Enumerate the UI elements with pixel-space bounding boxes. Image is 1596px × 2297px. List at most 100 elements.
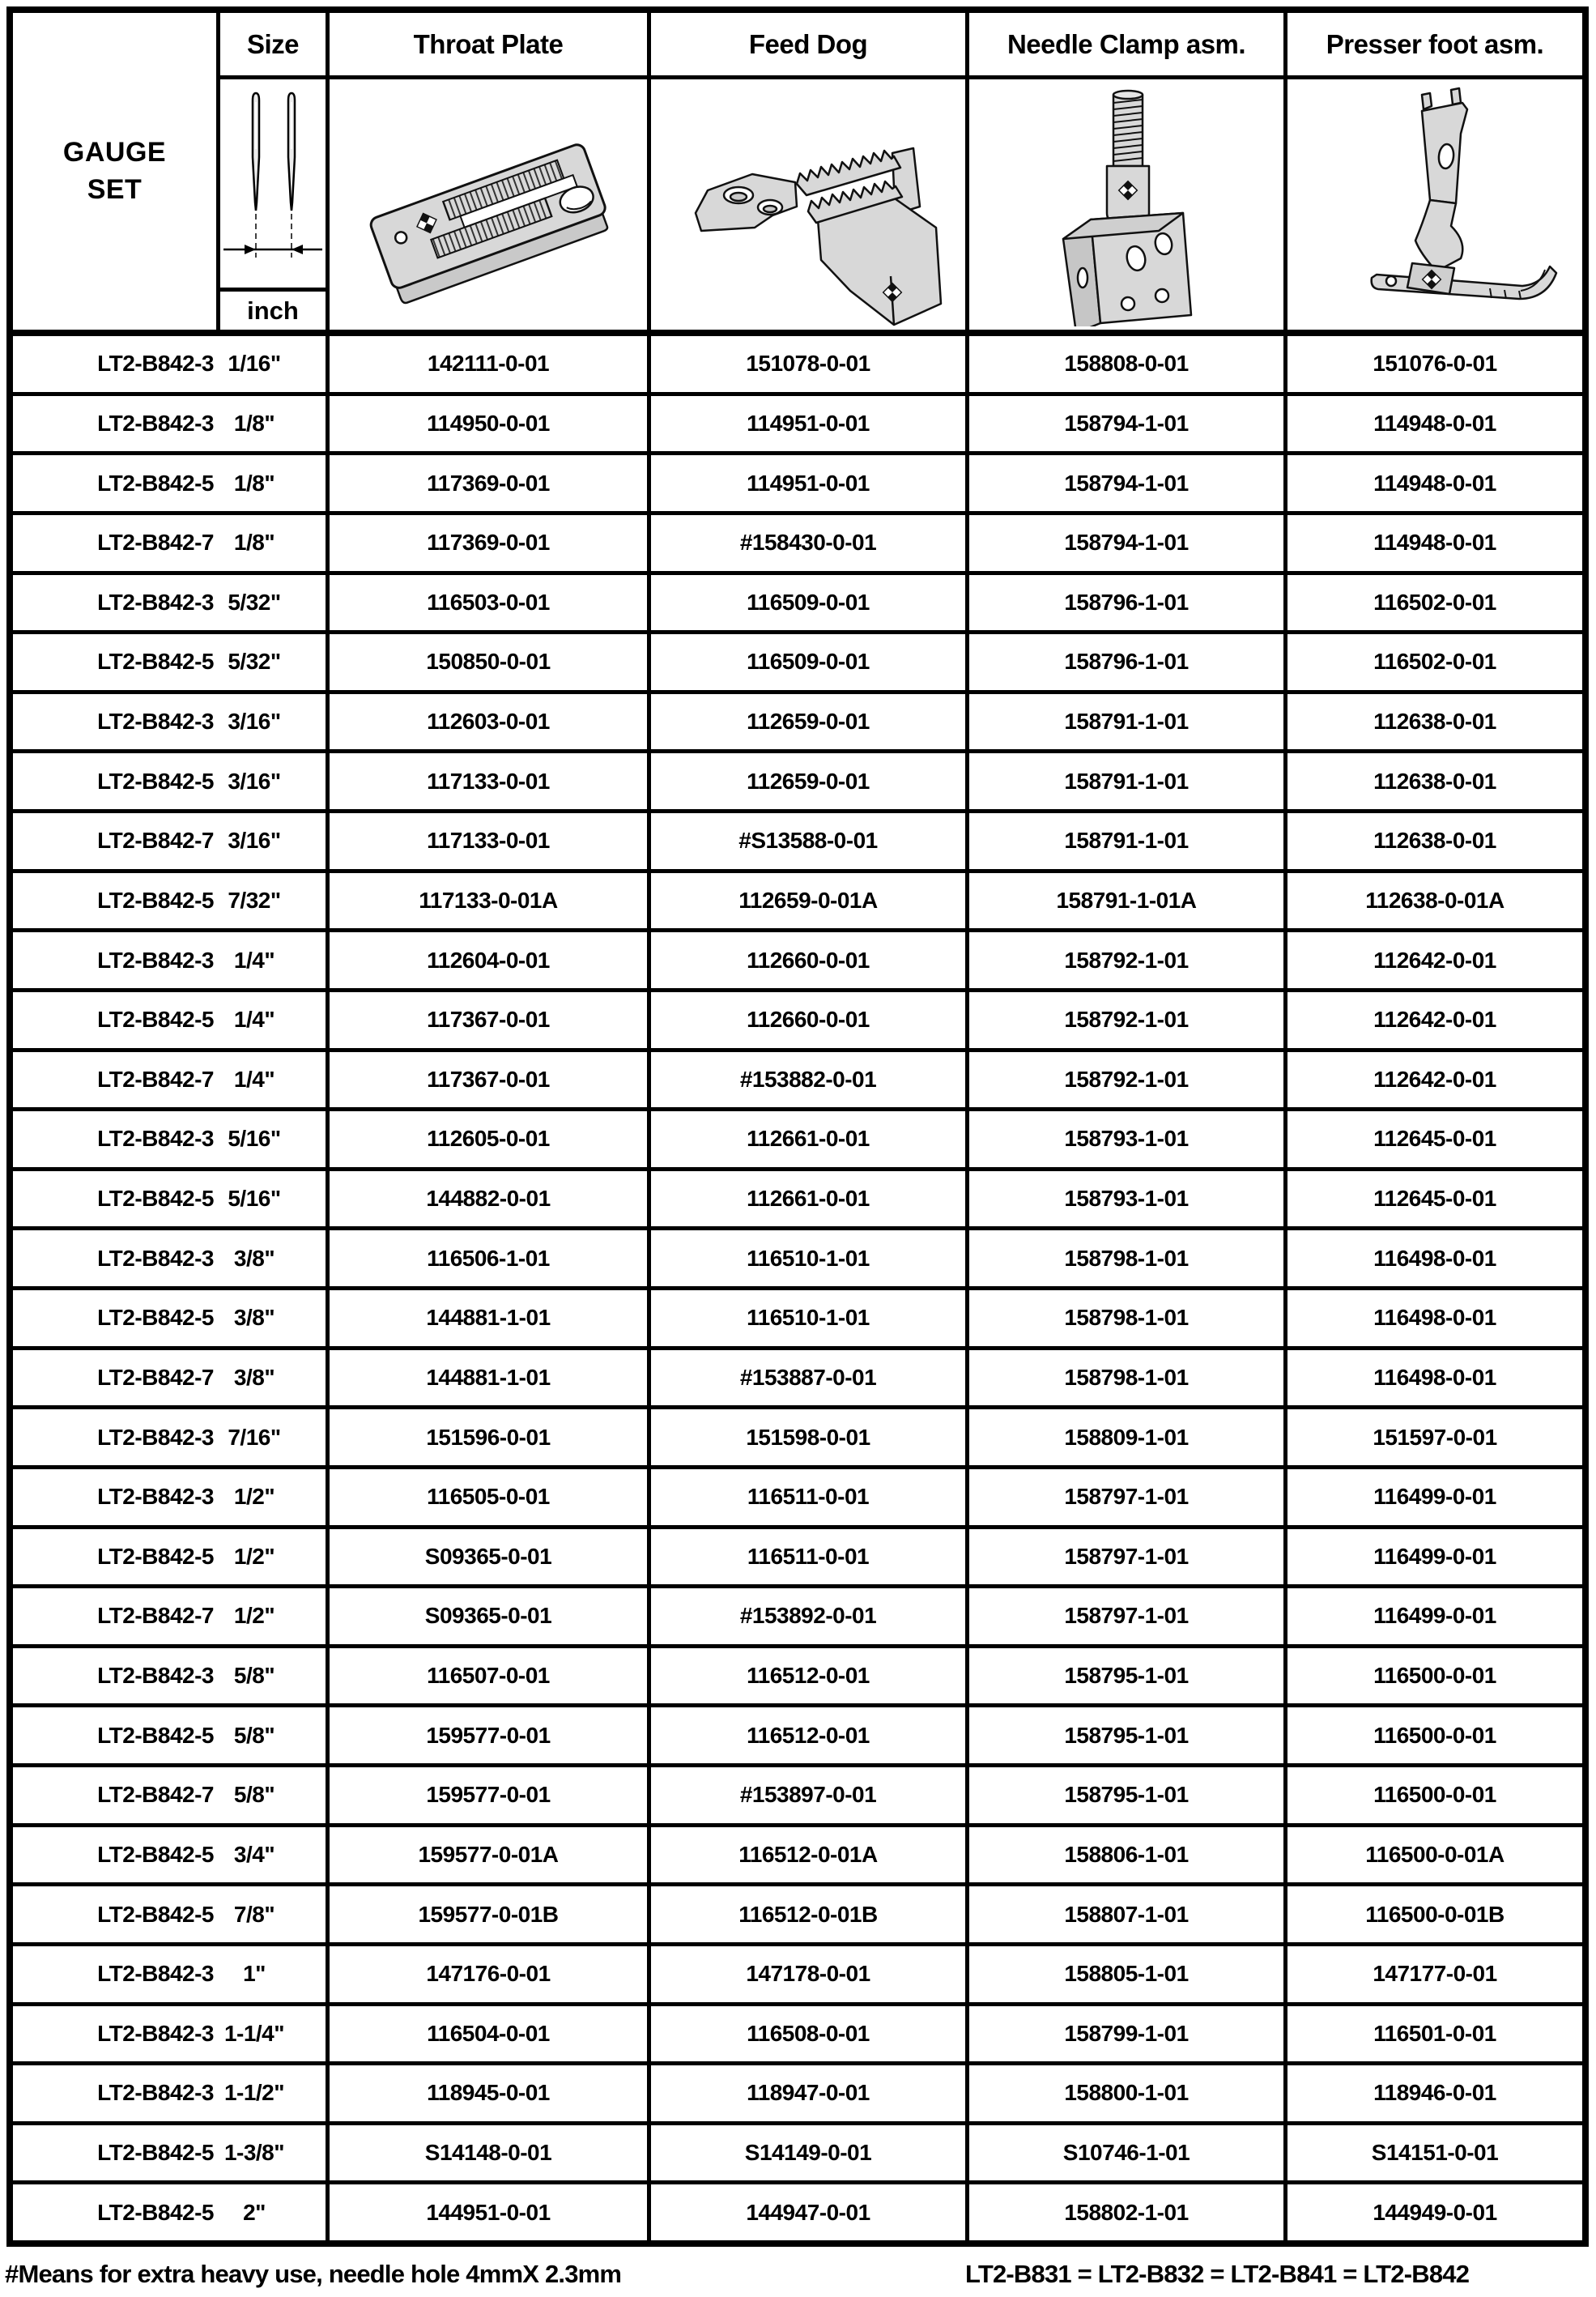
gauge-set-cell: LT2-B842-5 1/4" [13,991,330,1048]
table-body: LT2-B842-3 1/16" 142111-0-01 151078-0-01 158… [13,336,1582,2240]
presser-foot-part-number: 144949-0-01 [1373,2199,1497,2225]
twin-needles-gauge-icon [220,79,326,288]
feed-dog-part-number: 116511-0-01 [651,1468,969,1525]
throat-plate-part-number: S14148-0-01 [330,2124,651,2181]
presser-foot-part-number: 151076-0-01 [1373,351,1497,377]
needle-clamp-part-number: 158807-1-01 [969,1886,1287,1942]
throat-plate-part-number: 117133-0-01A [330,872,651,929]
needle-clamp-part-number: 158797-1-01 [969,1468,1287,1525]
table-row: LT2-B842-5 5/8" 159577-0-01 116512-0-01 1587… [13,1707,1582,1767]
needle-clamp-part-number: 158806-1-01 [969,1826,1287,1883]
presser-foot-part-number: 116499-0-01 [1373,1603,1496,1629]
feed-dog-part-number: S14149-0-01 [651,2124,969,2181]
table-row: LT2-B842-3 1/2" 116505-0-01 116511-0-01 1587… [13,1468,1582,1529]
gauge-set-cell: LT2-B842-7 5/8" [13,1767,330,1823]
needle-clamp-part-number: S10746-1-01 [969,2124,1287,2181]
presser-foot-part-number: 114948-0-01 [1373,470,1496,496]
feed-dog-part-number: 112661-0-01 [651,1111,969,1167]
gauge-size: 7/16" [228,1424,281,1450]
needle-clamp-part-number: 158808-0-01 [969,336,1287,392]
gauge-size: 3/16" [228,768,281,794]
gauge-set-cell: LT2-B842-3 3/8" [13,1230,330,1286]
needle-clamp-part-number: 158792-1-01 [969,991,1287,1048]
feed-dog-part-number: 151078-0-01 [651,336,969,392]
feed-dog-part-number: 116509-0-01 [651,634,969,690]
needle-clamp-part-number: 158796-1-01 [969,634,1287,690]
feed-dog-part-number: #158430-0-01 [651,514,969,571]
feed-dog-part-number: #153882-0-01 [651,1051,969,1108]
gauge-name: LT2-B842-3 [97,1961,214,1987]
throat-plate-part-number: 117367-0-01 [330,1051,651,1108]
feed-dog-part-number: 116508-0-01 [651,2005,969,2062]
feed-dog-part-number: 144947-0-01 [651,2184,969,2240]
feed-dog-part-number: 116511-0-01 [651,1528,969,1585]
needle-clamp-part-number: 158796-1-01 [969,574,1287,631]
gauge-name: LT2-B842-7 [97,1603,214,1629]
throat-plate-part-number: 147176-0-01 [330,1945,651,2002]
throat-plate-part-number: 144951-0-01 [330,2184,651,2240]
throat-plate-part-number: 118945-0-01 [330,2065,651,2121]
gauge-name: LT2-B842-3 [97,589,214,615]
gauge-size: 1/2" [233,1543,275,1569]
needle-clamp-part-number: 158794-1-01 [969,395,1287,452]
gauge-name: LT2-B842-5 [97,649,214,675]
throat-plate-part-number: 112603-0-01 [330,693,651,750]
gauge-name: LT2-B842-3 [97,709,214,735]
feed-dog-part-number: 114951-0-01 [651,455,969,511]
table-row: LT2-B842-3 1-1/2" 118945-0-01 118947-0-01 15… [13,2065,1582,2125]
gauge-name: LT2-B842-3 [97,947,214,973]
gauge-name: LT2-B842-5 [97,1305,214,1331]
feed-dog-icon [651,79,965,330]
throat-plate-part-number: 144881-1-01 [330,1290,651,1346]
throat-plate-part-number: 112605-0-01 [330,1111,651,1167]
needle-clamp-part-number: 158793-1-01 [969,1170,1287,1227]
needle-clamp-part-number: 158795-1-01 [969,1707,1287,1763]
gauge-name: LT2-B842-5 [97,1007,214,1033]
feed-dog-part-number: #153887-0-01 [651,1349,969,1406]
gauge-name: LT2-B842-5 [97,1722,214,1748]
presser-foot-part-number: 112645-0-01 [1373,1126,1496,1152]
size-header-column: Size [220,13,330,330]
needle-clamp-part-number: 158800-1-01 [969,2065,1287,2121]
throat-plate-part-number: 116503-0-01 [330,574,651,631]
throat-plate-part-number: 159577-0-01A [330,1826,651,1883]
gauge-set-cell: LT2-B842-5 5/32" [13,634,330,690]
gauge-name: LT2-B842-3 [97,410,214,436]
presser-foot-part-number: 116502-0-01 [1373,649,1496,675]
gauge-size: 1/16" [228,351,281,377]
gauge-set-cell: LT2-B842-3 1/16" [13,336,330,392]
gauge-size: 5/16" [228,1186,281,1212]
gauge-size: 3/4" [233,1841,275,1867]
needle-clamp-part-number: 158798-1-01 [969,1230,1287,1286]
gauge-set-cell: LT2-B842-5 3/16" [13,753,330,809]
presser-foot-part-number: 114948-0-01 [1373,410,1496,436]
table-row: LT2-B842-3 1/16" 142111-0-01 151078-0-01 158… [13,336,1582,396]
throat-plate-column-title: Throat Plate [330,13,647,79]
gauge-size: 1-1/2" [223,2080,285,2106]
needle-clamp-part-number: 158797-1-01 [969,1588,1287,1644]
table-row: LT2-B842-7 1/4" 117367-0-01 #153882-0-01 158… [13,1051,1582,1112]
gauge-size: 1/4" [233,1066,275,1092]
throat-plate-part-number: S09365-0-01 [330,1528,651,1585]
gauge-size: 1-3/8" [223,2140,285,2166]
table-row: LT2-B842-7 3/16" 117133-0-01 #S13588-0-01 15… [13,813,1582,873]
gauge-set-cell: LT2-B842-7 3/8" [13,1349,330,1406]
presser-foot-part-number: 112645-0-01 [1373,1186,1496,1212]
needle-clamp-part-number: 158792-1-01 [969,1051,1287,1108]
needle-clamp-part-number: 158809-1-01 [969,1409,1287,1465]
gauge-set-cell: LT2-B842-3 1-1/4" [13,2005,330,2062]
feed-dog-part-number: 116512-0-01 [651,1647,969,1704]
needle-clamp-part-number: 158791-1-01 [969,693,1287,750]
gauge-size: 1/2" [233,1603,275,1629]
throat-plate-part-number: 117367-0-01 [330,991,651,1048]
feed-dog-part-number: 116510-1-01 [651,1230,969,1286]
gauge-set-cell: LT2-B842-5 5/8" [13,1707,330,1763]
table-row: LT2-B842-5 7/8" 159577-0-01B 116512-0-01B 15… [13,1886,1582,1946]
table-row: LT2-B842-3 1-1/4" 116504-0-01 116508-0-01 15… [13,2005,1582,2066]
presser-foot-part-number: 116500-0-01 [1373,1722,1496,1748]
table-row: LT2-B842-5 1-3/8" S14148-0-01 S14149-0-01 S1… [13,2124,1582,2185]
gauge-set-label-line1: GAUGE [62,136,167,168]
needle-clamp-part-number: 158795-1-01 [969,1767,1287,1823]
feed-dog-part-number: 116512-0-01A [651,1826,969,1883]
gauge-size: 1/8" [233,530,275,556]
